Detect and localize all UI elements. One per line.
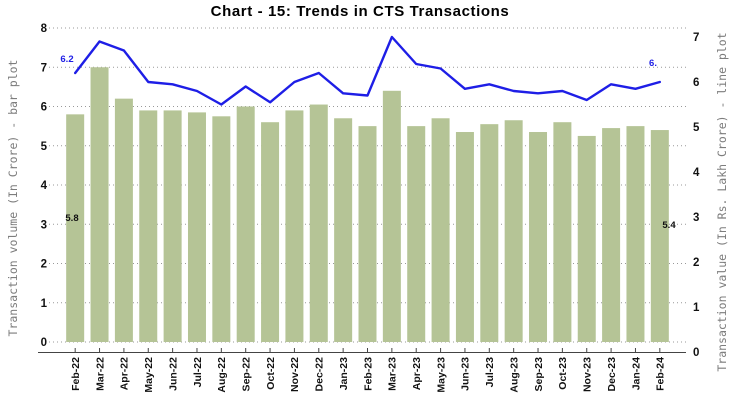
month-label-nov-23: Nov-23 [582,357,594,392]
month-label-dec-23: Dec-23 [606,357,618,392]
left-tick-label: 5 [41,141,48,153]
volume-bar-oct-23 [553,122,572,342]
month-label-sep-23: Sep-23 [533,357,545,392]
volume-bar-aug-23 [504,120,523,342]
month-label-jun-22: Jun-22 [167,357,179,391]
month-label-jul-22: Jul-22 [192,357,204,388]
volume-bar-jun-22 [163,110,182,342]
volume-bar-jul-22 [187,112,206,342]
left-tick-label: 1 [41,298,48,310]
left-tick-label: 3 [41,219,47,231]
month-label-nov-22: Nov-22 [289,357,301,392]
month-label-sep-22: Sep-22 [241,357,253,392]
month-label-oct-22: Oct-22 [265,357,277,390]
value-line [73,35,661,106]
volume-bar-feb-23 [358,126,377,342]
volume-bar-jul-23 [480,124,499,342]
month-label-may-23: May-23 [435,357,447,393]
volume-bar-mar-22 [90,67,109,342]
right-tick-label: 3 [693,212,699,224]
month-label-apr-22: Apr-22 [119,357,131,390]
month-label-jun-23: Jun-23 [460,357,472,391]
volume-bar-nov-22 [285,110,304,342]
volume-bar-jan-23 [334,118,353,343]
month-label-jan-23: Jan-23 [338,357,350,390]
volume-bar-sep-22 [236,106,255,342]
volume-bar-apr-22 [114,98,133,343]
right-tick-label: 6 [693,77,699,89]
volume-bar-apr-23 [407,126,426,342]
annotation-line-first-value: 6.2 [60,54,73,65]
month-label-apr-23: Apr-23 [411,357,423,390]
volume-bar-jun-23 [455,132,474,342]
right-tick-label: 7 [693,32,699,44]
month-label-feb-24: Feb-24 [655,357,667,391]
chart-title: Chart - 15: Trends in CTS Transactions [210,3,510,20]
right-tick-label: 4 [693,167,700,179]
left-tick-label: 2 [41,259,47,271]
right-tick-label: 0 [693,347,699,359]
volume-bar-may-23 [431,118,450,343]
right-tick-label: 2 [693,257,699,269]
volume-bar-feb-24 [650,130,669,342]
left-tick-label: 6 [41,102,47,114]
annotation-bar-last-value: 5.4 [662,220,676,231]
month-label-may-22: May-22 [143,357,155,393]
left-tick-label: 4 [41,180,48,192]
right-tick-label: 5 [693,122,700,134]
volume-bar-jan-24 [626,126,645,342]
month-label-feb-22: Feb-22 [70,357,82,391]
month-label-oct-23: Oct-23 [557,357,569,390]
left-tick-label: 7 [41,62,47,74]
right-axis-title: Transaction value (In Rs. Lakh Crore) - … [715,32,729,372]
right-tick-label: 1 [693,302,700,314]
month-label-aug-23: Aug-23 [508,357,520,393]
volume-bar-aug-22 [212,116,231,342]
annotation-bar-first-value: 5.8 [65,213,78,224]
month-label-feb-23: Feb-23 [362,357,374,391]
left-tick-label: 8 [41,23,48,35]
month-label-mar-22: Mar-22 [94,357,106,391]
month-label-jan-24: Jan-24 [630,357,642,390]
left-axis-title: Transaction volume (In Crore) - bar plot [6,59,20,337]
volume-bar-nov-23 [577,135,596,342]
volume-bar-oct-22 [261,122,280,342]
volume-bar-dec-23 [602,128,621,342]
month-label-dec-22: Dec-22 [314,357,326,392]
month-label-jul-23: Jul-23 [484,357,496,388]
volume-bar-feb-22 [66,114,85,342]
volume-bar-mar-23 [382,90,401,342]
volume-bar-sep-23 [529,132,548,342]
annotation-line-last-value: 6. [649,58,657,69]
month-label-mar-23: Mar-23 [387,357,399,391]
left-tick-label: 0 [41,337,47,349]
volume-bar-dec-22 [309,104,328,342]
month-label-aug-22: Aug-22 [216,357,228,393]
volume-bar-may-22 [139,110,158,342]
